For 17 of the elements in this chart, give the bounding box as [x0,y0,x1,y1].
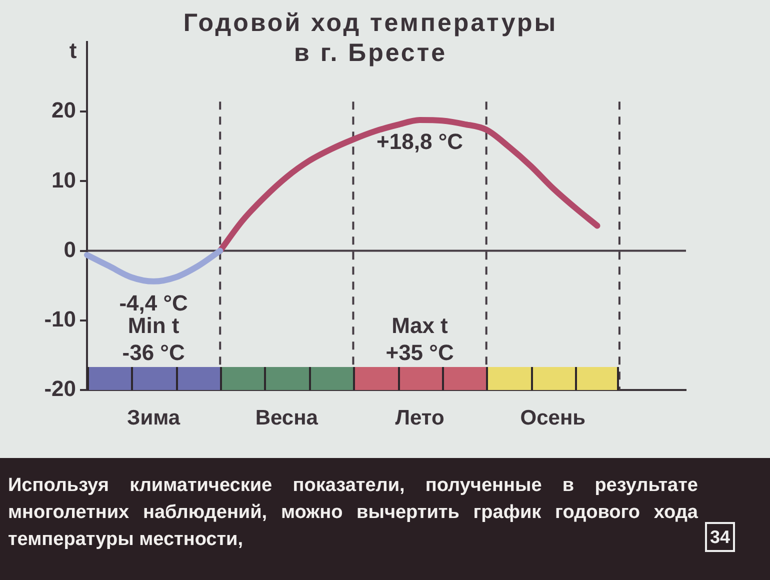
annotation: +18,8 °C [376,129,464,154]
x-tick-label: Зима [127,406,180,430]
y-tick-label: 0 [64,236,76,262]
annotation: Max t +35 °C [386,313,454,366]
x-tick-label: Весна [255,406,318,430]
y-tick-label: 10 [52,167,76,192]
y-tick-label: -20 [44,376,76,402]
y-tick-label: -10 [44,306,76,332]
annotation: -4,4 °C [119,290,188,316]
x-tick-label: Лето [395,406,444,430]
text: 34 [705,522,736,552]
y-axis-title: t [69,38,78,64]
text: Используя климатические показатели, полученные в результате многолетних наблюдений, можно вычертить график годового хода температуры местности, [8,474,698,552]
y-tick-label: 20 [52,98,76,123]
x-tick-label: Осень [520,406,586,430]
annotation: Min t -36 °C [122,313,185,366]
chart-title: Годовой ход температуры в г. Бресте [182,8,559,68]
